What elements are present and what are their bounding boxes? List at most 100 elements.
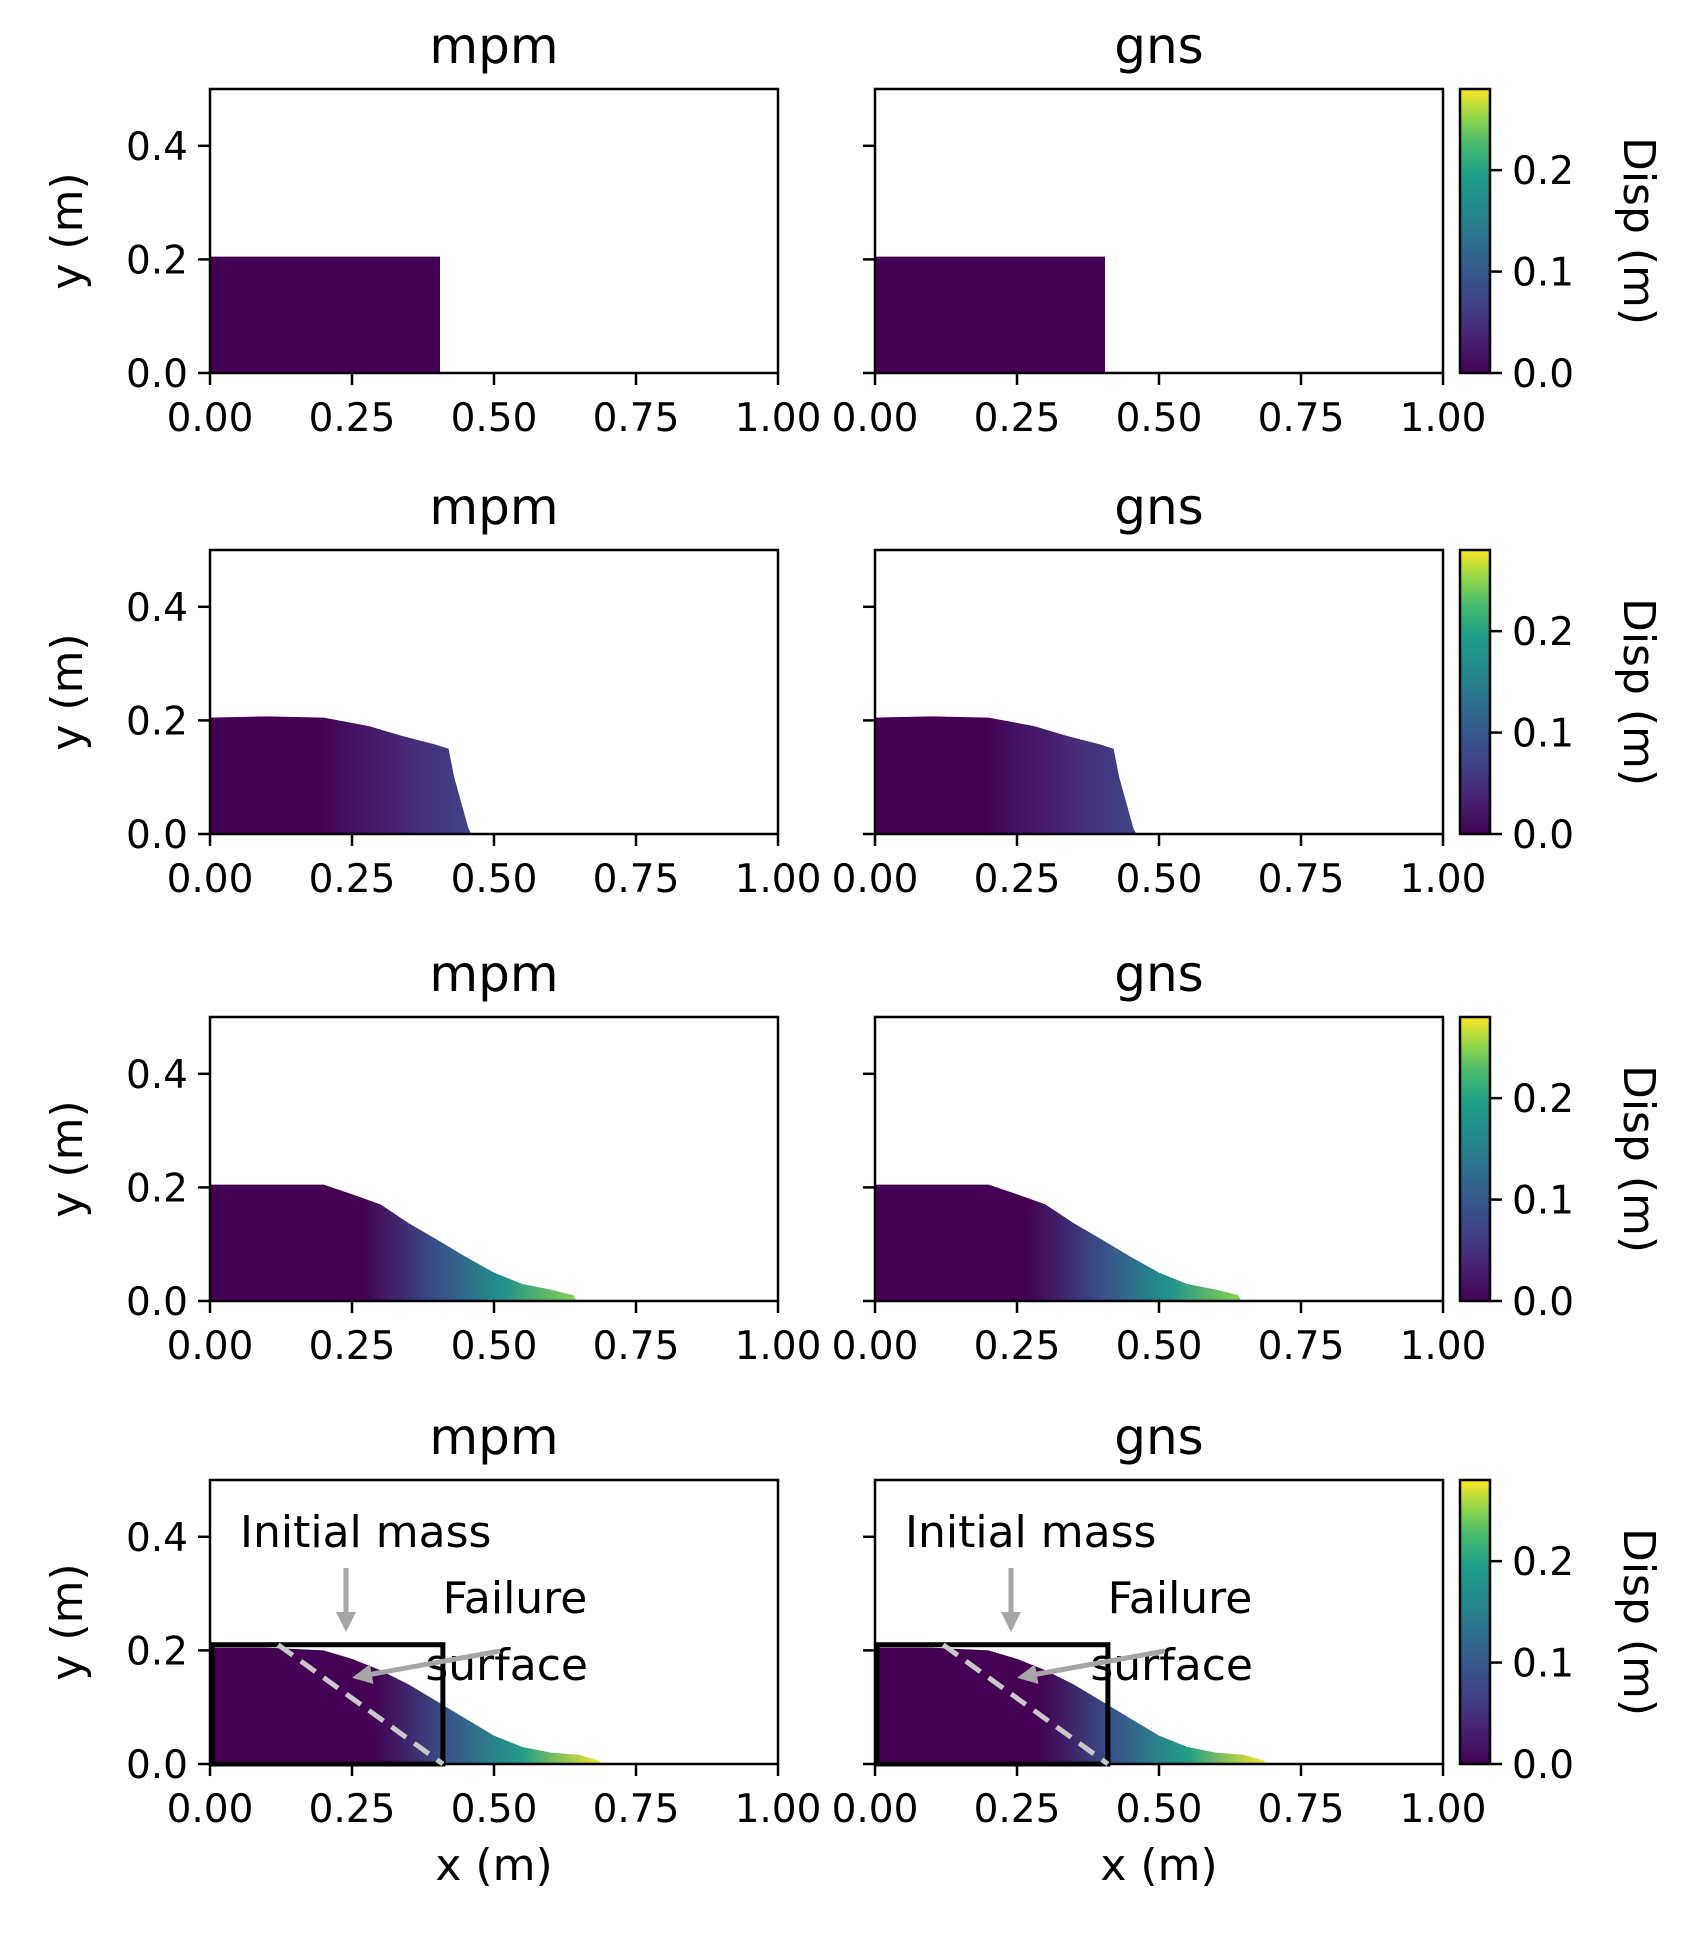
- x-tick-label: 1.00: [1400, 1324, 1487, 1369]
- x-tick-label: 0.00: [832, 857, 919, 902]
- panel-title: mpm: [429, 478, 558, 536]
- failure-surface-label: Failure: [1108, 1573, 1253, 1624]
- initial-mass-label: Initial mass: [240, 1507, 491, 1558]
- panel-mpm-row-4: mpm 0.00 0.25 0.50 0.75 1.00 0.0 0.2 0.4 y (m) x (…: [42, 1408, 821, 1891]
- panel-title: mpm: [429, 17, 558, 75]
- colorbar-tick-label: 0.1: [1512, 712, 1574, 757]
- x-tick-label: 0.50: [451, 1324, 538, 1369]
- x-tick-label: 0.50: [451, 1787, 538, 1832]
- x-tick-label: 1.00: [1400, 857, 1487, 902]
- failure-surface-line: [941, 1642, 1110, 1767]
- colorbar-tick-label: 0.2: [1512, 149, 1574, 194]
- panel-title: gns: [1114, 478, 1203, 536]
- failure-surface-label: Failure: [443, 1573, 588, 1624]
- y-tick-label: 0.2: [126, 238, 188, 283]
- x-tick-label: 0.50: [451, 857, 538, 902]
- x-tick-label: 0.25: [974, 1787, 1061, 1832]
- panel-mpm-row-3: mpm 0.00 0.25 0.50 0.75 1.00 0.0 0.2 0.4 y (m): [42, 945, 821, 1369]
- x-tick-label: 0.25: [309, 857, 396, 902]
- panel-title: gns: [1114, 17, 1203, 75]
- x-tick-label: 1.00: [735, 396, 822, 441]
- x-tick-label: 0.00: [832, 1787, 919, 1832]
- x-tick-label: 0.25: [974, 1324, 1061, 1369]
- x-tick-label: 0.25: [974, 857, 1061, 902]
- y-tick-label: 0.4: [126, 125, 188, 170]
- soil-mass: [210, 1647, 602, 1764]
- x-tick-label: 0.75: [593, 1324, 680, 1369]
- y-tick-label: 0.4: [126, 1053, 188, 1098]
- failure-surface-arrow: [1017, 1648, 1166, 1684]
- panel-gns-row-2: gns 0.00 0.25 0.50 0.75 1.00: [832, 478, 1487, 902]
- panel-gns-row-3: gns 0.00 0.25 0.50 0.75 1.00: [832, 945, 1487, 1369]
- colorbar-bar: [1458, 1478, 1492, 1766]
- colorbar: 0.0 0.1 0.2 Disp (m): [1458, 1478, 1664, 1788]
- colorbar: 0.0 0.1 0.2 Disp (m): [1458, 1015, 1664, 1325]
- soil-mass: [875, 1184, 1242, 1301]
- y-tick-label: 0.2: [126, 1166, 188, 1211]
- colorbar-tick-label: 0.0: [1512, 352, 1574, 397]
- panel-mpm-row-1: mpm 0.00 0.25 0.50 0.75 1.00 0.0 0.2 0.4 y (m): [42, 17, 821, 441]
- x-tick-label: 0.25: [974, 396, 1061, 441]
- failure-surface-label: surface: [1090, 1640, 1253, 1691]
- soil-mass: [875, 1647, 1267, 1764]
- x-tick-label: 0.00: [832, 1324, 919, 1369]
- x-tick-label: 1.00: [1400, 1787, 1487, 1832]
- colorbar-tick-label: 0.0: [1512, 1743, 1574, 1788]
- x-axis-label: x (m): [1100, 1840, 1217, 1891]
- x-tick-label: 0.00: [167, 1787, 254, 1832]
- colorbar: 0.0 0.1 0.2 Disp (m): [1458, 87, 1664, 397]
- colorbar-tick-label: 0.0: [1512, 813, 1574, 858]
- colorbar-tick-label: 0.2: [1512, 1540, 1574, 1585]
- colorbar-label: Disp (m): [1613, 137, 1664, 325]
- x-tick-label: 0.50: [1116, 1324, 1203, 1369]
- colorbar-tick-label: 0.2: [1512, 610, 1574, 655]
- y-axis-label: y (m): [42, 1563, 93, 1680]
- x-tick-label: 0.00: [832, 396, 919, 441]
- x-tick-label: 1.00: [735, 1787, 822, 1832]
- x-tick-label: 0.50: [1116, 396, 1203, 441]
- x-tick-label: 0.75: [593, 857, 680, 902]
- panel-gns-row-1: gns 0.00 0.25 0.50 0.75 1.00: [832, 17, 1487, 441]
- x-tick-label: 1.00: [735, 1324, 822, 1369]
- initial-mass-box: [874, 1642, 1111, 1767]
- y-tick-label: 0.0: [126, 813, 188, 858]
- x-tick-label: 0.75: [1258, 396, 1345, 441]
- colorbar-bar: [1458, 87, 1492, 375]
- x-tick-label: 1.00: [735, 857, 822, 902]
- y-tick-label: 0.0: [126, 352, 188, 397]
- x-tick-label: 0.75: [593, 1787, 680, 1832]
- panel-title: gns: [1114, 945, 1203, 1003]
- y-axis-label: y (m): [42, 1100, 93, 1217]
- failure-surface-line: [276, 1642, 445, 1767]
- colorbar-bar: [1458, 548, 1492, 836]
- colorbar-label: Disp (m): [1613, 598, 1664, 786]
- panel-title: gns: [1114, 1408, 1203, 1466]
- x-tick-label: 0.25: [309, 396, 396, 441]
- initial-mass-box: [209, 1642, 446, 1767]
- x-axis-label: x (m): [435, 1840, 552, 1891]
- panel-gns-row-4: gns 0.00 0.25 0.50 0.75 1.00 x (m) Initial mass…: [832, 1408, 1487, 1891]
- colorbar-tick-label: 0.1: [1512, 251, 1574, 296]
- x-tick-label: 0.00: [167, 396, 254, 441]
- x-tick-label: 0.25: [309, 1787, 396, 1832]
- soil-mass: [210, 716, 472, 834]
- soil-mass: [210, 1184, 577, 1301]
- soil-mass: [875, 716, 1137, 834]
- initial-mass-label: Initial mass: [905, 1507, 1156, 1558]
- failure-surface-arrow: [352, 1648, 501, 1684]
- y-axis-label: y (m): [42, 633, 93, 750]
- colorbar-tick-label: 0.1: [1512, 1179, 1574, 1224]
- x-tick-label: 0.00: [167, 1324, 254, 1369]
- x-tick-label: 1.00: [1400, 396, 1487, 441]
- panel-title: mpm: [429, 945, 558, 1003]
- y-tick-label: 0.0: [126, 1743, 188, 1788]
- x-tick-label: 0.50: [1116, 1787, 1203, 1832]
- panel-mpm-row-2: mpm 0.00 0.25 0.50 0.75 1.00 0.0 0.2 0.4 y (m): [42, 478, 821, 902]
- x-tick-label: 0.75: [1258, 1324, 1345, 1369]
- x-tick-label: 0.75: [593, 396, 680, 441]
- soil-mass: [875, 256, 1105, 373]
- y-tick-label: 0.4: [126, 1516, 188, 1561]
- colorbar-tick-label: 0.2: [1512, 1077, 1574, 1122]
- x-tick-label: 0.50: [451, 396, 538, 441]
- soil-mass: [210, 256, 440, 373]
